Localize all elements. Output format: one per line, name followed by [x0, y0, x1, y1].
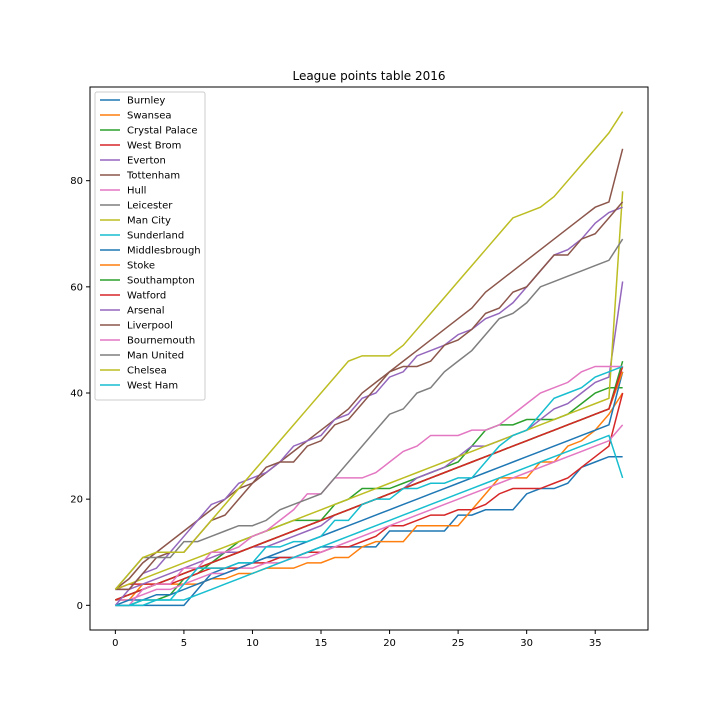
x-tick-label: 35 — [589, 638, 602, 649]
series-group — [114, 111, 624, 607]
series-line-middlesbrough — [115, 371, 624, 607]
series-line-chelsea — [114, 111, 624, 590]
legend-label: Crystal Palace — [127, 126, 198, 137]
series-line-west-brom — [115, 392, 624, 591]
legend-label: West Ham — [127, 381, 178, 392]
series-line-sunderland — [115, 434, 624, 607]
legend-label: Chelsea — [127, 366, 167, 377]
x-axis: 0 5 10 15 20 25 30 35 — [112, 630, 602, 649]
y-tick-label: 80 — [70, 176, 83, 187]
legend-label: Stoke — [127, 261, 155, 272]
legend-label: Southampton — [127, 276, 195, 287]
legend-label: Sunderland — [127, 231, 184, 242]
x-tick-label: 0 — [112, 638, 118, 649]
legend-label: Leicester — [127, 201, 173, 212]
series-line-west-ham — [115, 365, 623, 607]
legend-label: Man United — [127, 351, 184, 362]
y-tick-label: 60 — [70, 282, 83, 293]
series-line-bournemouth — [115, 365, 623, 607]
legend-label: Bournemouth — [127, 336, 195, 347]
legend-label: Hull — [127, 186, 146, 197]
legend: Burnley Swansea Crystal Palace West Brom Eve… — [94, 91, 206, 401]
legend-label: Liverpool — [127, 321, 173, 332]
series-line-swansea — [115, 392, 624, 601]
chart-title: League points table 2016 — [292, 69, 445, 83]
y-tick-label: 20 — [70, 495, 83, 506]
series-line-man-united — [114, 238, 624, 590]
series-line-hull — [115, 424, 624, 601]
x-tick-label: 30 — [520, 638, 533, 649]
x-tick-label: 5 — [181, 638, 187, 649]
legend-label: Arsenal — [127, 306, 165, 317]
x-tick-label: 25 — [452, 638, 465, 649]
legend-label: Burnley — [127, 96, 165, 107]
legend-box — [94, 91, 206, 401]
legend-label: Middlesbrough — [127, 246, 201, 257]
y-tick-label: 0 — [77, 601, 83, 612]
y-axis: 0 20 40 60 80 — [70, 176, 90, 612]
legend-label: West Brom — [127, 141, 181, 152]
legend-label: Tottenham — [126, 171, 180, 182]
plot-area-frame — [89, 86, 649, 631]
x-tick-label: 15 — [315, 638, 328, 649]
series-line-man-city — [115, 191, 624, 591]
series-line-burnley — [115, 455, 623, 607]
legend-label: Everton — [127, 156, 166, 167]
legend-label: Man City — [127, 216, 171, 227]
series-line-crystal-palace — [115, 386, 623, 607]
legend-label: Watford — [127, 291, 166, 302]
x-tick-label: 20 — [383, 638, 396, 649]
x-tick-label: 10 — [246, 638, 259, 649]
legend-label: Swansea — [127, 111, 171, 122]
y-tick-label: 40 — [70, 389, 83, 400]
